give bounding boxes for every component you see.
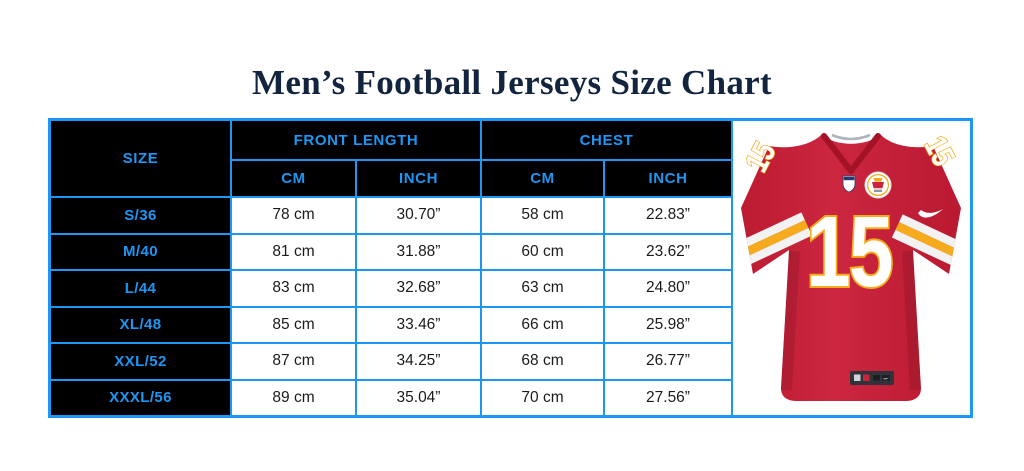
size-cell: L/44 bbox=[51, 271, 230, 306]
value-cell: 63 cm bbox=[482, 271, 603, 306]
front-length-cm-header: CM bbox=[232, 161, 355, 196]
value-cell: 60 cm bbox=[482, 234, 603, 269]
size-chart-box: SIZE FRONT LENGTH CHEST CM INCH CM INCH … bbox=[48, 118, 973, 418]
jersey-body bbox=[740, 134, 961, 401]
chest-inch-header: INCH bbox=[605, 161, 731, 196]
value-cell: 89 cm bbox=[232, 380, 355, 415]
value-cell: 33.46” bbox=[357, 307, 480, 342]
value-cell: 22.83” bbox=[605, 198, 731, 233]
page-title: Men’s Football Jerseys Size Chart bbox=[252, 63, 772, 103]
jersey-number: 15 bbox=[806, 197, 892, 309]
chest-header: CHEST bbox=[482, 121, 731, 159]
value-cell: 24.80” bbox=[605, 271, 731, 306]
value-cell: 87 cm bbox=[232, 344, 355, 379]
value-cell: 70 cm bbox=[482, 380, 603, 415]
size-cell: XXL/52 bbox=[51, 344, 230, 379]
super-bowl-patch-icon bbox=[864, 171, 891, 199]
jock-tag bbox=[849, 371, 894, 385]
value-cell: 27.56” bbox=[605, 380, 731, 415]
chest-cm-header: CM bbox=[482, 161, 603, 196]
value-cell: 81 cm bbox=[232, 234, 355, 269]
value-cell: 26.77” bbox=[605, 344, 731, 379]
value-cell: 58 cm bbox=[482, 198, 603, 233]
value-cell: 66 cm bbox=[482, 307, 603, 342]
front-length-inch-header: INCH bbox=[357, 161, 480, 196]
nfl-shield-icon bbox=[842, 175, 855, 193]
value-cell: 34.25” bbox=[357, 344, 480, 379]
jersey-image: 15 15 15 bbox=[738, 130, 961, 401]
size-column-header: SIZE bbox=[51, 121, 230, 196]
front-length-header: FRONT LENGTH bbox=[232, 121, 480, 159]
value-cell: 83 cm bbox=[232, 271, 355, 306]
nike-swoosh-icon bbox=[917, 209, 943, 218]
value-cell: 68 cm bbox=[482, 344, 603, 379]
value-cell: 30.70” bbox=[357, 198, 480, 233]
size-cell: M/40 bbox=[51, 234, 230, 269]
value-cell: 23.62” bbox=[605, 234, 731, 269]
size-cell: XL/48 bbox=[51, 307, 230, 342]
size-table: SIZE FRONT LENGTH CHEST CM INCH CM INCH … bbox=[51, 121, 731, 415]
value-cell: 32.68” bbox=[357, 271, 480, 306]
value-cell: 25.98” bbox=[605, 307, 731, 342]
jersey-photo-panel: 15 15 15 bbox=[731, 121, 970, 415]
collar-back-line bbox=[830, 133, 871, 141]
value-cell: 78 cm bbox=[232, 198, 355, 233]
collar-vneck bbox=[820, 133, 881, 174]
size-cell: S/36 bbox=[51, 198, 230, 233]
value-cell: 85 cm bbox=[232, 307, 355, 342]
value-cell: 35.04” bbox=[357, 380, 480, 415]
value-cell: 31.88” bbox=[357, 234, 480, 269]
size-cell: XXXL/56 bbox=[51, 380, 230, 415]
